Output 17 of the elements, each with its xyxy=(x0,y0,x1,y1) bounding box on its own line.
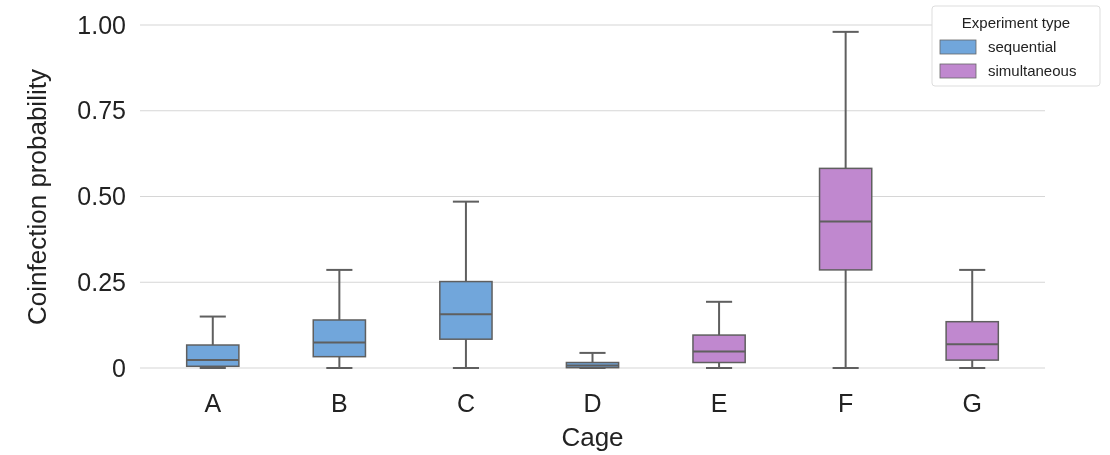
x-tick-label: G xyxy=(962,388,982,417)
x-tick-label: A xyxy=(204,388,222,417)
y-tick-label: 0.25 xyxy=(77,267,126,296)
x-tick-label: F xyxy=(838,388,854,417)
x-tick-label: E xyxy=(710,388,728,417)
y-tick-label: 0.50 xyxy=(77,182,126,210)
y-axis-title: Coinfection probability xyxy=(22,69,52,325)
y-tick-label: 0 xyxy=(112,353,126,382)
x-axis-title: Cage xyxy=(561,422,624,452)
x-tick-label: C xyxy=(456,388,475,417)
y-tick-label: 0.75 xyxy=(77,96,126,125)
legend-label: sequential xyxy=(988,38,1057,55)
x-tick-label: D xyxy=(583,388,602,417)
legend-label: simultaneous xyxy=(988,62,1077,79)
legend-title: Experiment type xyxy=(961,14,1071,31)
y-tick-label: 1.00 xyxy=(77,10,126,39)
x-tick-label: B xyxy=(331,388,348,417)
